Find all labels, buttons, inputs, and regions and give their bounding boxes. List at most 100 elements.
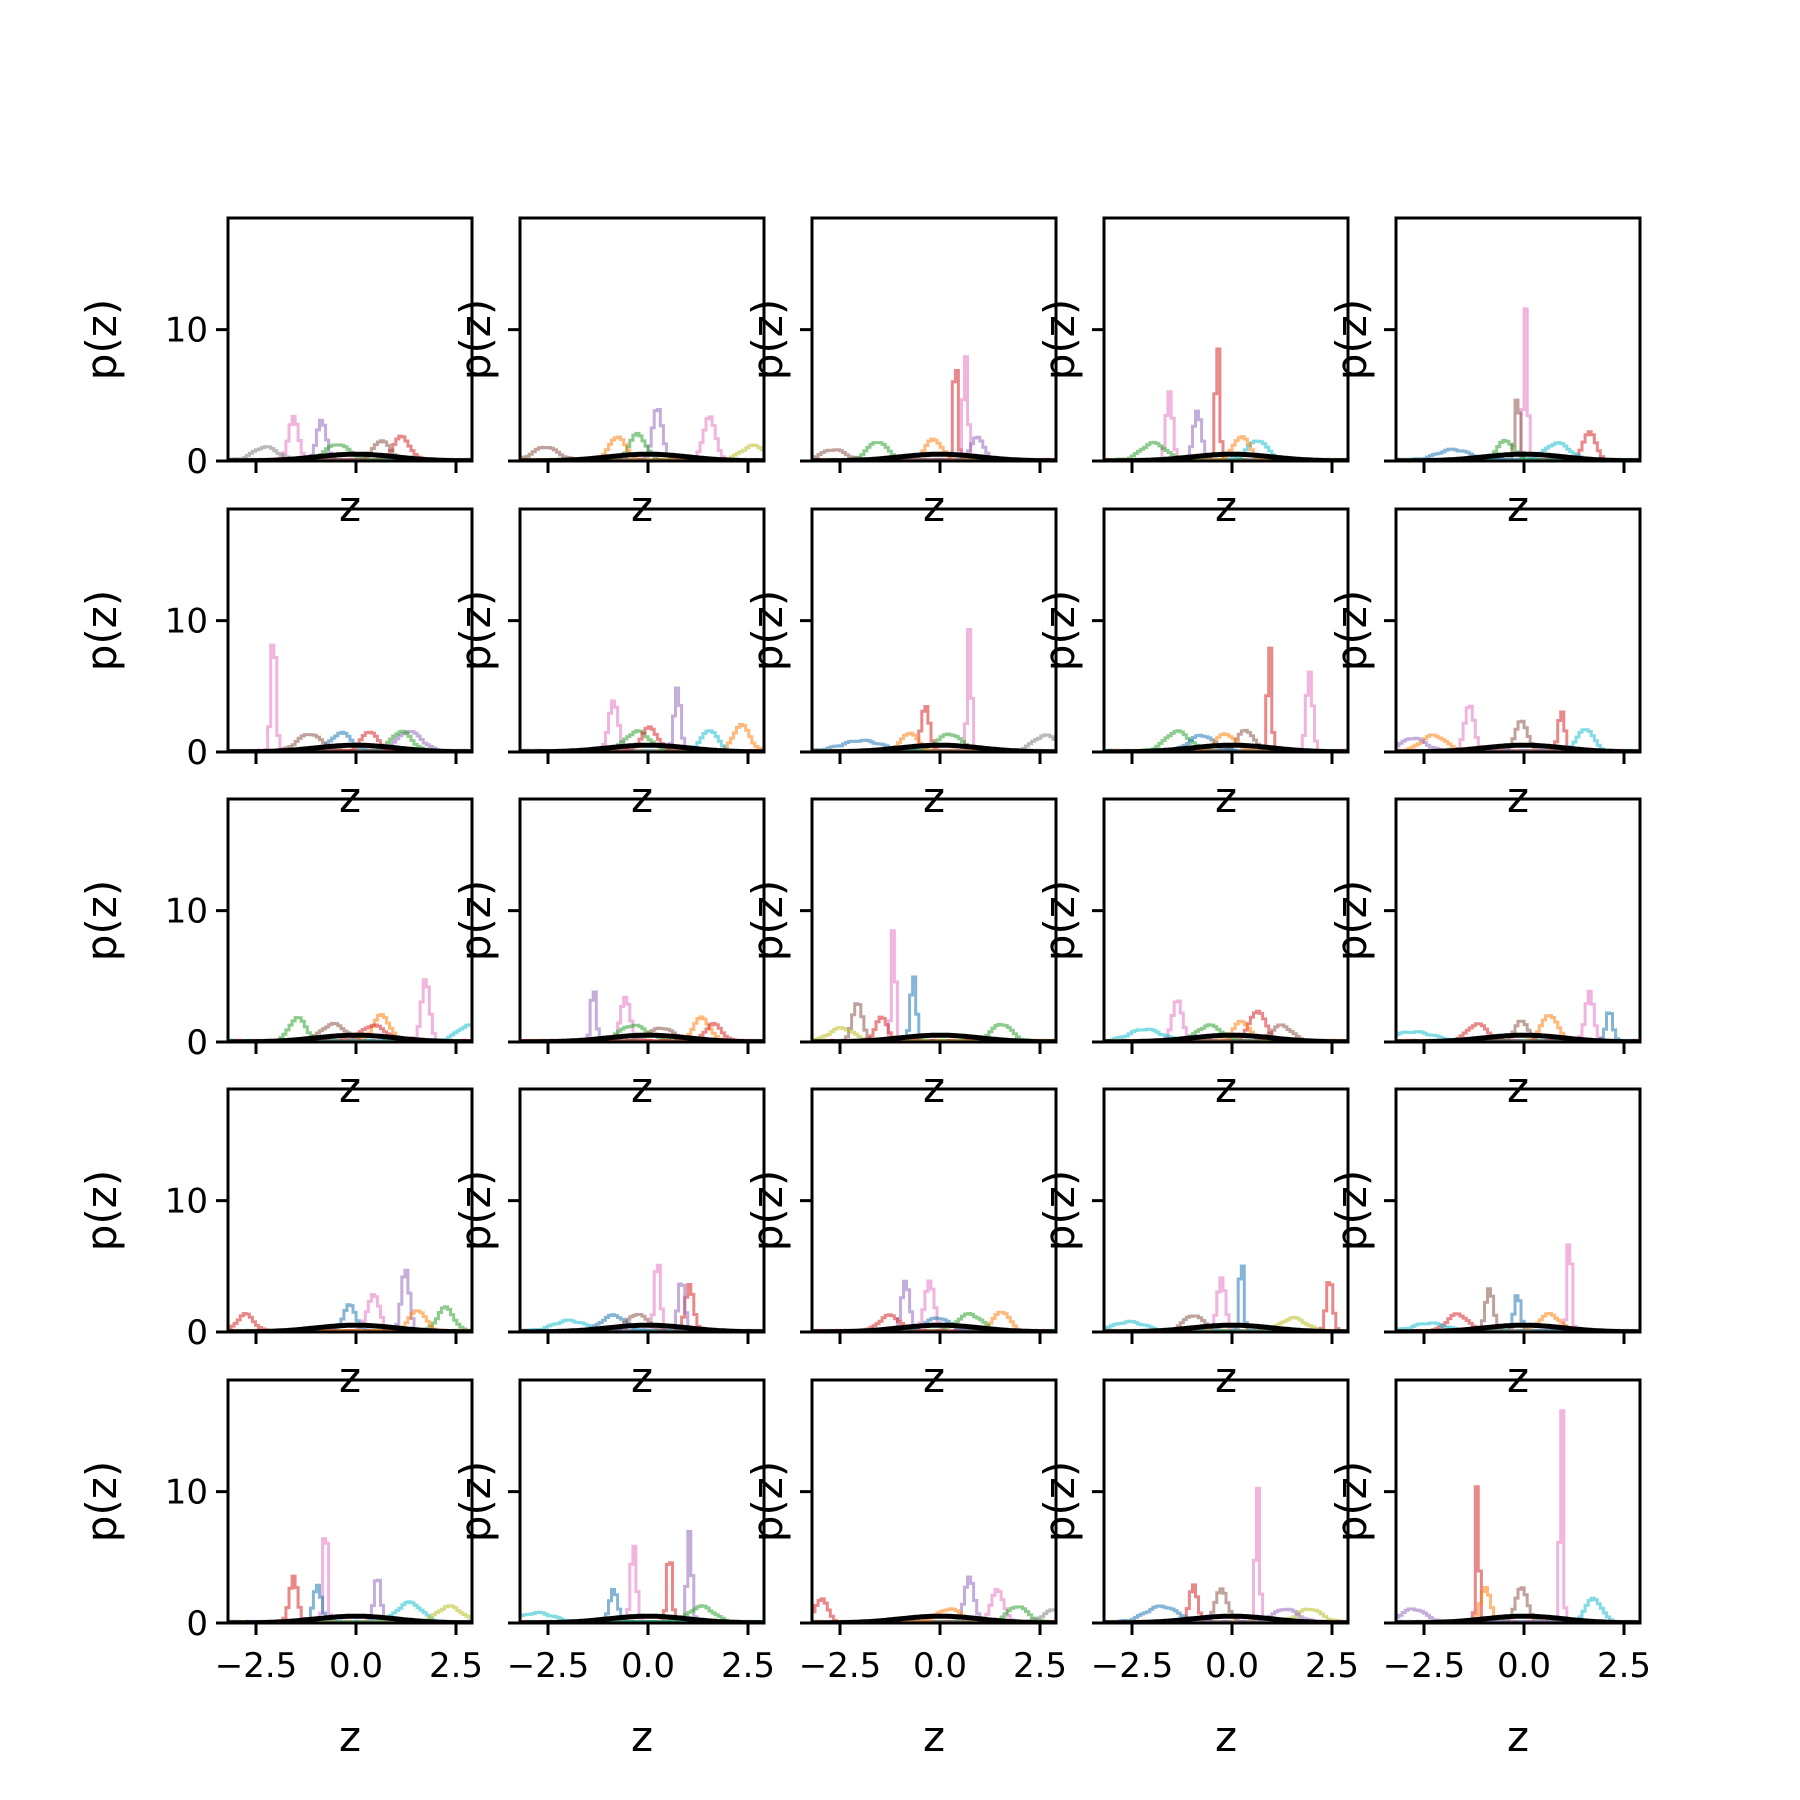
axes-frame xyxy=(1394,507,1642,754)
y-axis-label: p(z) xyxy=(1327,1170,1376,1251)
x-axis-label: z xyxy=(631,1353,653,1402)
y-axis-label: p(z) xyxy=(1035,880,1084,961)
y-axis-label: p(z) xyxy=(743,299,792,380)
x-axis-label: z xyxy=(1215,482,1237,531)
axes-frame xyxy=(810,1087,1058,1334)
x-tick-label: 0.0 xyxy=(1497,1646,1551,1686)
subplot-r1-c1: zp(z) xyxy=(451,507,766,822)
x-tick-label: −2.5 xyxy=(799,1646,882,1686)
y-tick-label: 10 xyxy=(165,1473,208,1513)
y-axis-label: p(z) xyxy=(1327,880,1376,961)
axes-frame xyxy=(810,797,1058,1044)
axes-frame xyxy=(810,216,1058,463)
subplot-r1-c4: zp(z) xyxy=(1327,507,1642,822)
subplot-r0-c0: 0 10 z p(z) xyxy=(77,216,474,531)
y-axis-label: p(z) xyxy=(1327,299,1376,380)
y-axis-label: p(z) xyxy=(451,880,500,961)
x-tick-label: −2.5 xyxy=(215,1646,298,1686)
x-tick-label: −2.5 xyxy=(1091,1646,1174,1686)
y-axis-label: p(z) xyxy=(77,880,126,961)
y-axis-label: p(z) xyxy=(743,1170,792,1251)
y-axis-label: p(z) xyxy=(1035,299,1084,380)
x-axis-label: z xyxy=(923,1712,945,1761)
axes-frame xyxy=(1394,216,1642,463)
x-tick-label: −2.5 xyxy=(1383,1646,1466,1686)
y-axis-label: p(z) xyxy=(743,590,792,671)
x-tick-label: 2.5 xyxy=(1305,1646,1359,1686)
y-axis-label: p(z) xyxy=(77,1170,126,1251)
y-axis-label: p(z) xyxy=(1035,590,1084,671)
x-tick-label: −2.5 xyxy=(507,1646,590,1686)
x-tick-label: 2.5 xyxy=(721,1646,775,1686)
x-tick-label: 0.0 xyxy=(329,1646,383,1686)
axes-frame xyxy=(226,507,474,754)
x-axis-label: z xyxy=(1507,482,1529,531)
x-axis-label: z xyxy=(923,1353,945,1402)
subplot-r2-c3: zp(z) xyxy=(1035,797,1350,1112)
y-axis-label: p(z) xyxy=(451,299,500,380)
x-tick-label: 2.5 xyxy=(429,1646,483,1686)
axes-frame xyxy=(226,797,474,1044)
x-axis-label: z xyxy=(1507,1712,1529,1761)
subplot-r3-c2: z p(z) xyxy=(743,1087,1058,1402)
subplot-r1-c3: zp(z) xyxy=(1035,507,1350,822)
subplot-grid: 0 10 z p(z) z p(z) z p(z) z p(z) z p(z) 0 10 z p(z) z p(z… xyxy=(77,216,1651,1761)
axes-frame xyxy=(518,797,766,1044)
y-tick-label: 10 xyxy=(165,602,208,642)
x-tick-label: 2.5 xyxy=(1597,1646,1651,1686)
axes-frame xyxy=(518,507,766,754)
x-tick-label: 0.0 xyxy=(913,1646,967,1686)
subplot-r4-c0: −2.5 0.0 2.5 0 10 z p(z) xyxy=(77,1378,483,1761)
subplot-r2-c2: zp(z) xyxy=(743,797,1058,1112)
axes-frame xyxy=(226,1378,474,1625)
subplot-r4-c1: −2.5 0.0 2.5 z p(z) xyxy=(451,1378,775,1761)
axes-frame xyxy=(1394,797,1642,1044)
y-tick-label: 0 xyxy=(186,1023,208,1063)
y-axis-label: p(z) xyxy=(451,590,500,671)
axes-frame xyxy=(226,216,474,463)
axes-frame xyxy=(518,1087,766,1334)
y-axis-label: p(z) xyxy=(1035,1461,1084,1542)
x-axis-label: z xyxy=(631,1712,653,1761)
y-tick-label: 0 xyxy=(186,733,208,773)
y-axis-label: p(z) xyxy=(451,1461,500,1542)
subplot-r3-c1: z p(z) xyxy=(451,1087,766,1402)
subplot-r3-c3: z p(z) xyxy=(1035,1087,1350,1402)
y-axis-label: p(z) xyxy=(77,1461,126,1542)
y-axis-label: p(z) xyxy=(77,590,126,671)
y-axis-label: p(z) xyxy=(1327,1461,1376,1542)
y-tick-label: 10 xyxy=(165,1182,208,1222)
axes-frame xyxy=(1394,1378,1642,1625)
axes-frame xyxy=(1394,1087,1642,1334)
x-axis-label: z xyxy=(339,482,361,531)
y-tick-label: 10 xyxy=(165,892,208,932)
y-tick-label: 0 xyxy=(186,442,208,482)
axes-frame xyxy=(518,1378,766,1625)
axes-frame xyxy=(226,1087,474,1334)
x-tick-label: 2.5 xyxy=(1013,1646,1067,1686)
axes-frame xyxy=(1102,797,1350,1044)
axes-frame xyxy=(1102,1378,1350,1625)
axes-frame xyxy=(810,1378,1058,1625)
x-axis-label: z xyxy=(631,482,653,531)
axes-frame xyxy=(518,216,766,463)
subplot-r0-c4: z p(z) xyxy=(1327,216,1642,531)
x-axis-label: z xyxy=(1215,1353,1237,1402)
y-axis-label: p(z) xyxy=(77,299,126,380)
axes-frame xyxy=(810,507,1058,754)
y-axis-label: p(z) xyxy=(743,880,792,961)
x-axis-label: z xyxy=(1215,1712,1237,1761)
subplot-r2-c1: zp(z) xyxy=(451,797,766,1112)
subplot-r0-c1: z p(z) xyxy=(451,216,766,531)
subplot-r2-c4: zp(z) xyxy=(1327,797,1642,1112)
x-axis-label: z xyxy=(339,1353,361,1402)
x-axis-label: z xyxy=(1507,1353,1529,1402)
subplot-r0-c3: z p(z) xyxy=(1035,216,1350,531)
subplot-r0-c2: z p(z) xyxy=(743,216,1058,531)
axes-frame xyxy=(1102,216,1350,463)
y-axis-label: p(z) xyxy=(1035,1170,1084,1251)
